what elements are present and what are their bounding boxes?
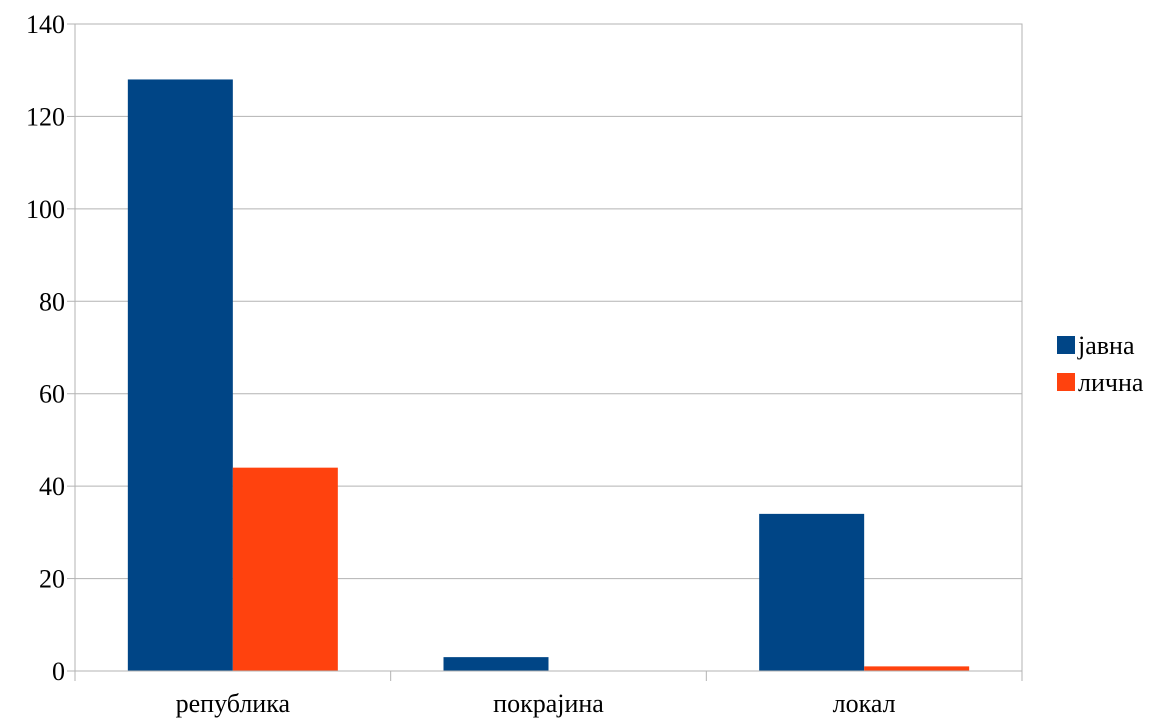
y-tick-label: 40 — [39, 472, 65, 501]
legend-swatch — [1057, 373, 1075, 391]
y-tick-label: 60 — [39, 380, 65, 409]
bars — [127, 79, 970, 671]
legend-label: лична — [1078, 368, 1144, 397]
y-tick-label: 120 — [26, 102, 65, 131]
y-axis-tick-labels: 0 20 40 60 80 100 120 140 — [26, 10, 65, 686]
y-tick-label: 20 — [39, 565, 65, 594]
legend-swatch — [1057, 336, 1075, 354]
bar-series-1 — [127, 79, 233, 671]
x-axis-tick-labels: република покрајина локал — [176, 689, 896, 718]
bar-series-2 — [864, 666, 970, 671]
bar-series-1 — [443, 657, 549, 671]
x-tick-label: локал — [833, 689, 896, 718]
bar-series-2 — [232, 467, 338, 671]
legend-label: јавна — [1077, 331, 1135, 360]
axes — [74, 24, 1023, 681]
x-tick-label: покрајина — [493, 689, 604, 718]
legend: јавна лична — [1057, 331, 1144, 397]
y-tick-label: 140 — [26, 10, 65, 39]
x-tick-label: република — [176, 689, 291, 718]
bar-series-1 — [759, 513, 865, 671]
y-tick-label: 0 — [52, 657, 65, 686]
y-tick-label: 100 — [26, 195, 65, 224]
y-tick-label: 80 — [39, 287, 65, 316]
